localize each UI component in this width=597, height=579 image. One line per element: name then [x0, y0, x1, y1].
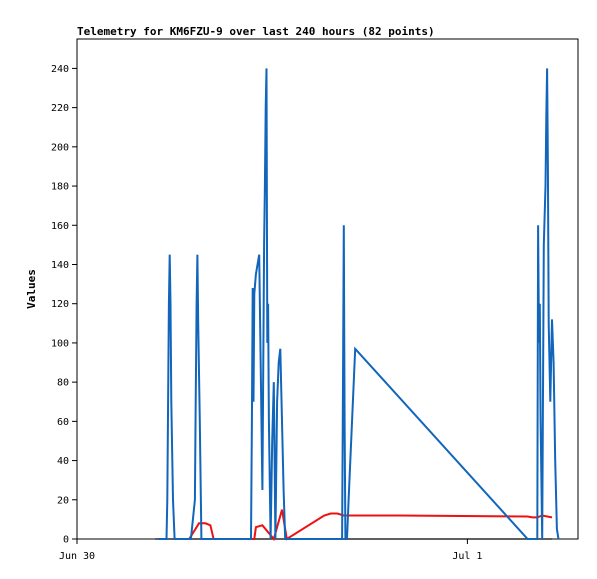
y-axis-ticks: 0 20 40 60 80 100 120 140 160 180 200 220 240	[51, 64, 77, 546]
y-tick-label: 200	[51, 142, 69, 153]
y-tick-label: 20	[57, 495, 69, 506]
y-tick-label: 60	[57, 417, 69, 428]
y-tick-label: 0	[63, 535, 69, 546]
series-line-2	[158, 68, 560, 540]
y-tick-label: 100	[51, 338, 69, 349]
y-tick-label: 180	[51, 182, 69, 193]
y-tick-label: 160	[51, 221, 69, 232]
y-tick-label: 40	[57, 456, 69, 467]
chart-title: Telemetry for KM6FZU-9 over last 240 hou…	[77, 25, 435, 38]
x-tick-label: Jul 1	[452, 551, 482, 562]
series-lines	[155, 68, 560, 542]
plot-area	[76, 38, 579, 540]
y-tick-label: 140	[51, 260, 69, 271]
y-axis-label: Values	[25, 269, 38, 309]
y-tick-label: 120	[51, 299, 69, 310]
y-tick-label: 220	[51, 103, 69, 114]
x-tick-label: Jun 30	[59, 551, 95, 562]
y-tick-label: 240	[51, 64, 69, 75]
x-axis-ticks: Jun 30 Jul 1	[59, 539, 482, 562]
y-tick-label: 80	[57, 378, 69, 389]
